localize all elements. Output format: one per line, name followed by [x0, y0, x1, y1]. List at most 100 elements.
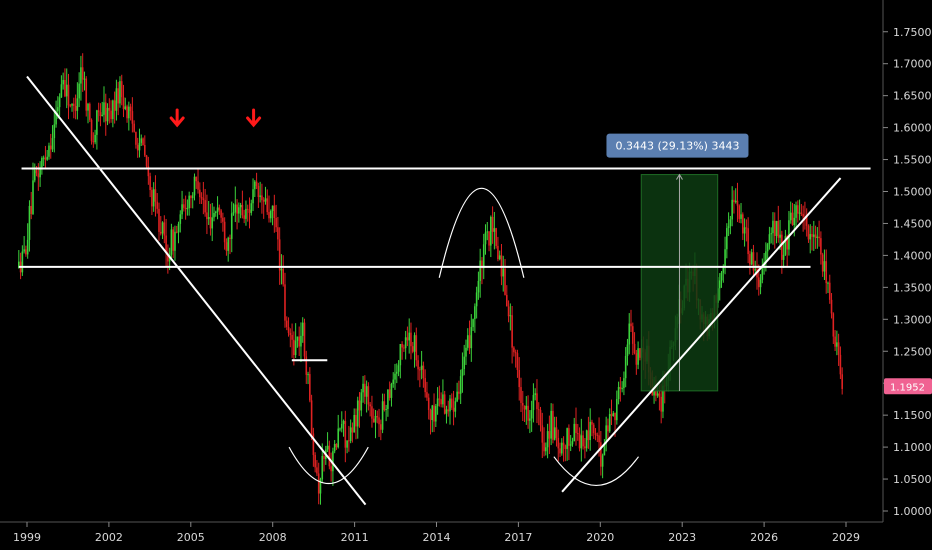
candle — [74, 94, 77, 120]
candle — [211, 202, 214, 242]
price-tick-label: 1.0500 — [893, 473, 932, 486]
candle — [161, 221, 164, 240]
candle — [536, 379, 538, 424]
candle — [255, 172, 258, 190]
candle — [470, 314, 473, 362]
candle — [165, 218, 167, 267]
candle — [490, 215, 492, 258]
candle — [151, 187, 153, 216]
candle — [745, 219, 748, 242]
candle — [140, 134, 143, 147]
candle — [635, 349, 638, 375]
candle — [413, 332, 416, 368]
time-tick-label: 2017 — [504, 531, 532, 544]
candle — [388, 381, 391, 401]
arc-curve[interactable] — [288, 446, 369, 485]
candle — [135, 131, 137, 149]
candle — [433, 393, 435, 433]
candle — [64, 68, 66, 98]
candle — [612, 410, 615, 417]
candle — [435, 403, 437, 427]
candle — [539, 406, 542, 432]
time-tick-label: 2020 — [586, 531, 614, 544]
candle — [816, 227, 819, 249]
candle — [576, 423, 579, 441]
candle — [28, 200, 31, 252]
candle — [392, 372, 395, 388]
candle — [259, 181, 261, 203]
candle — [49, 133, 52, 159]
candle — [592, 422, 595, 439]
candle — [419, 366, 421, 388]
candle — [605, 416, 607, 452]
candle — [365, 380, 368, 413]
candle — [836, 330, 838, 356]
candle — [314, 452, 316, 473]
candle — [786, 234, 788, 267]
candle — [254, 180, 256, 197]
candle — [818, 220, 820, 247]
candle — [610, 399, 613, 426]
candle — [450, 393, 453, 410]
candle — [136, 137, 139, 158]
candle — [802, 205, 804, 232]
candle — [637, 341, 639, 370]
candle — [200, 192, 203, 205]
candle — [820, 231, 822, 265]
price-tick-label: 1.5000 — [893, 186, 932, 199]
candle — [458, 380, 460, 400]
candle — [381, 393, 384, 434]
candle — [530, 400, 533, 432]
candle — [761, 258, 764, 284]
down-arrow-icon[interactable] — [246, 108, 262, 128]
candle — [573, 417, 576, 442]
candle — [616, 390, 618, 425]
candle — [834, 330, 836, 352]
candle — [199, 182, 201, 205]
candle — [768, 226, 771, 250]
candle — [42, 155, 45, 166]
candle — [789, 201, 792, 224]
candle — [461, 352, 464, 393]
candle — [104, 93, 107, 136]
candle — [191, 192, 194, 209]
trend-line[interactable] — [26, 75, 367, 506]
candle — [752, 244, 755, 277]
time-axis[interactable]: 1999 2002 2005 2008 2011 2014 2017 2020 2023 2026… — [13, 522, 860, 544]
price-tick-label: 1.6500 — [893, 90, 932, 103]
candle — [202, 181, 205, 215]
candle — [436, 387, 439, 415]
trend-line[interactable] — [561, 177, 842, 493]
candle — [429, 408, 432, 435]
price-tick-label: 1.3500 — [893, 281, 932, 294]
candle — [403, 344, 405, 352]
candle — [342, 419, 345, 437]
candle — [740, 203, 742, 224]
candle — [206, 194, 208, 235]
candle — [443, 390, 446, 415]
candle — [608, 408, 611, 433]
candle — [442, 379, 444, 408]
measure-arrowhead-icon — [676, 173, 683, 180]
candle — [541, 412, 544, 459]
candle — [738, 204, 741, 223]
arc-curve[interactable] — [553, 456, 640, 487]
candle — [571, 437, 574, 447]
candle — [596, 432, 599, 442]
candle — [181, 190, 183, 220]
candle — [584, 438, 586, 459]
candle — [78, 72, 80, 108]
candle — [557, 429, 560, 462]
candle — [223, 217, 226, 250]
candle — [367, 382, 370, 411]
candle — [87, 102, 89, 124]
down-arrow-icon[interactable] — [169, 108, 185, 128]
candle — [117, 81, 119, 116]
candle — [525, 396, 528, 425]
candle — [330, 452, 332, 482]
candle — [220, 209, 222, 224]
arc-curve[interactable] — [438, 188, 525, 278]
candle — [266, 189, 269, 215]
